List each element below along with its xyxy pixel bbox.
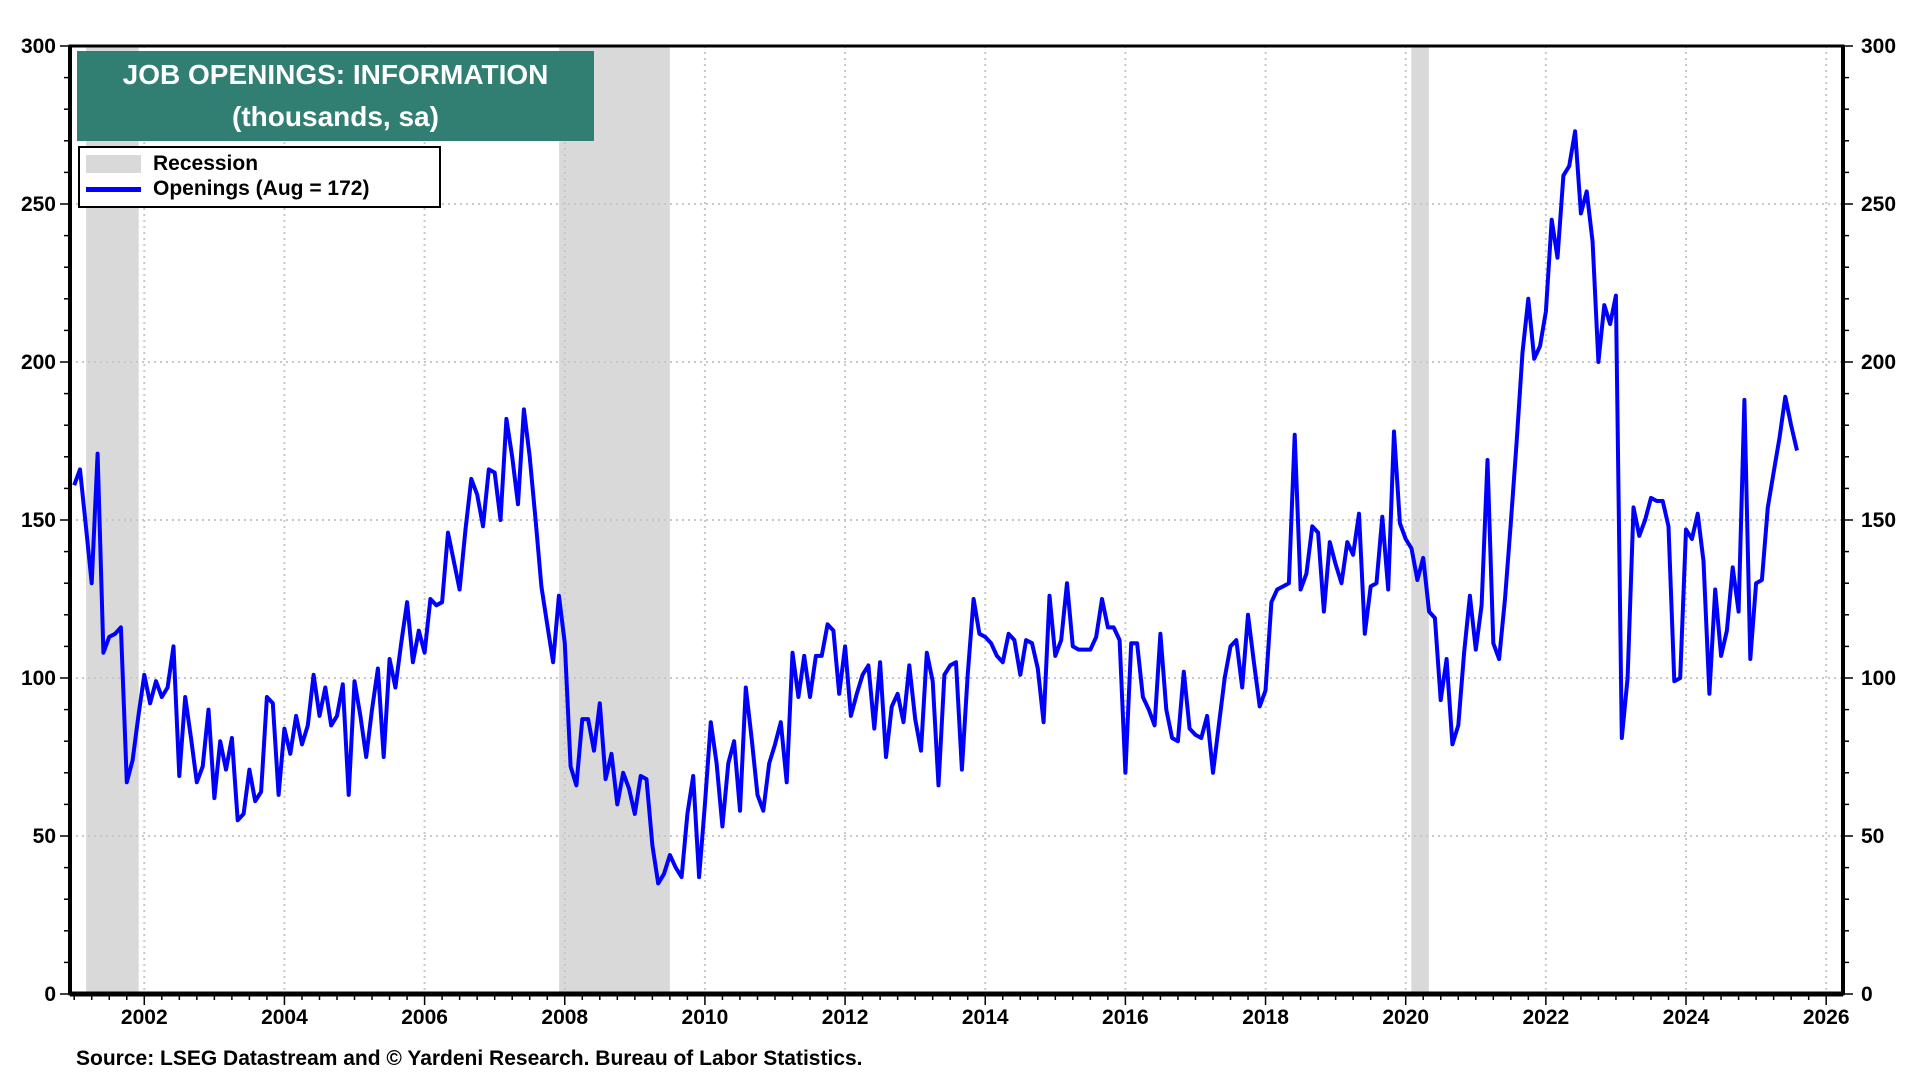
y-tick-label-left: 0 [44, 983, 56, 1006]
gridlines [70, 46, 1843, 994]
x-tick-label: 2012 [822, 1006, 869, 1029]
y-tick-label-right: 200 [1861, 351, 1896, 374]
y-tick-label-left: 200 [21, 351, 56, 374]
x-tick-label: 2020 [1382, 1006, 1429, 1029]
x-tick-label: 2004 [261, 1006, 308, 1029]
tick-labels: 0 0 50 50 100 100 150 150 200 200 250 250 300 300 2002… [21, 35, 1896, 1029]
x-tick-label: 2006 [401, 1006, 448, 1029]
y-tick-label-right: 300 [1861, 35, 1896, 58]
axes [60, 44, 1853, 1005]
y-tick-label-left: 100 [21, 667, 56, 690]
legend-label-openings: Openings (Aug = 172) [153, 177, 370, 200]
chart-subtitle: (thousands, sa) [232, 101, 439, 132]
x-tick-label: 2010 [682, 1006, 729, 1029]
x-tick-label: 2002 [121, 1006, 168, 1029]
y-tick-label-right: 50 [1861, 825, 1884, 848]
y-tick-label-left: 250 [21, 193, 56, 216]
source-note: Source: LSEG Datastream and © Yardeni Re… [76, 1047, 863, 1070]
y-tick-label-right: 100 [1861, 667, 1896, 690]
y-tick-label-left: 300 [21, 35, 56, 58]
recession-swatch-icon [86, 155, 141, 173]
y-tick-label-right: 150 [1861, 509, 1896, 532]
x-tick-label: 2026 [1803, 1006, 1850, 1029]
y-tick-label-left: 50 [33, 825, 56, 848]
chart-title-box: JOB OPENINGS: INFORMATION (thousands, sa… [77, 51, 594, 141]
chart-title: JOB OPENINGS: INFORMATION [122, 59, 549, 90]
legend-item-recession: Recession [86, 151, 258, 177]
y-tick-label-left: 150 [21, 509, 56, 532]
line-swatch-icon [86, 186, 141, 192]
y-tick-label-right: 250 [1861, 193, 1896, 216]
y-tick-label-right: 0 [1861, 983, 1873, 1006]
legend-label-recession: Recession [153, 152, 259, 175]
x-tick-label: 2018 [1242, 1006, 1289, 1029]
x-tick-label: 2008 [541, 1006, 588, 1029]
legend-item-openings: Openings (Aug = 172) [86, 176, 369, 202]
series-line-openings [72, 129, 1799, 886]
series-layer [72, 129, 1799, 886]
legend: Recession Openings (Aug = 172) [78, 146, 441, 208]
x-tick-label: 2022 [1523, 1006, 1570, 1029]
x-tick-label: 2014 [962, 1006, 1009, 1029]
x-tick-label: 2016 [1102, 1006, 1149, 1029]
x-tick-label: 2024 [1663, 1006, 1710, 1029]
